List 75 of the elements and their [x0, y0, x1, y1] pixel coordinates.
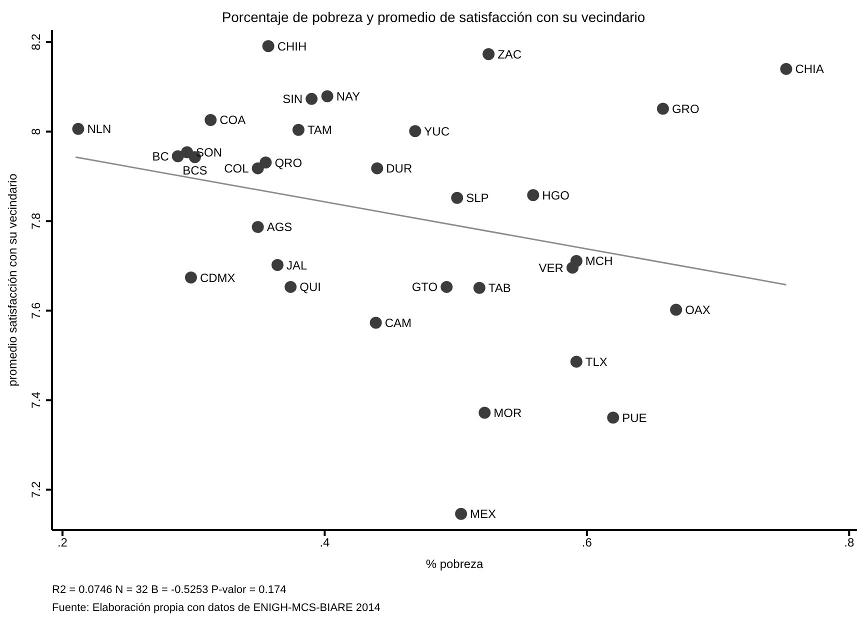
annotation: JAL: [286, 258, 308, 272]
point: [252, 162, 264, 174]
annotation: DUR: [386, 162, 412, 176]
annotation: MOR: [494, 406, 522, 420]
point: [409, 125, 422, 138]
point: [172, 150, 184, 162]
annotation: CDMX: [200, 270, 236, 285]
annotation: OAX: [685, 303, 710, 318]
annotation: TAM: [307, 123, 332, 138]
point: [284, 280, 297, 293]
annotation: NLN: [87, 122, 112, 136]
annotation: COL: [224, 162, 250, 176]
annotation: GTO: [412, 280, 438, 294]
annotation: CAM: [384, 316, 412, 330]
point: [455, 508, 468, 520]
x-tick-label: .4: [320, 536, 330, 550]
point: [451, 192, 464, 204]
x-tick-label: .8: [844, 536, 854, 550]
y-tick-label: 7.4: [29, 392, 43, 409]
annotation: ZAC: [498, 47, 522, 62]
point: [370, 316, 382, 329]
annotation: CHIH: [277, 39, 307, 54]
y-tick-label: 7.2: [29, 481, 43, 498]
x-tick-label: .6: [582, 536, 592, 550]
annotation: SON: [196, 145, 222, 160]
annotation: HGO: [542, 188, 570, 202]
annotation: COA: [220, 113, 246, 128]
source-note: Fuente: Elaboración propia con datos de ENIGH-MCS-BIARE 2014: [52, 602, 382, 614]
point: [260, 156, 272, 168]
annotation: SLP: [466, 191, 489, 206]
annotation: TAB: [488, 281, 511, 296]
annotation: MEX: [470, 507, 496, 522]
point: [72, 122, 84, 135]
point: [371, 162, 384, 174]
point: [670, 304, 682, 316]
point: [306, 92, 318, 105]
annotation: BC: [152, 149, 170, 164]
point: [292, 124, 304, 136]
x-axis-title: % pobreza: [426, 557, 484, 571]
chart-title: Porcentaje de pobreza y promedio de satisfacción con su vecindario: [220, 8, 646, 27]
point: [482, 48, 495, 60]
annotation: YUC: [424, 124, 450, 138]
text: R2 = 0.0746 N = 32 B = -0.5253 P-valor = 0.174: [52, 584, 288, 596]
annotation: PUE: [622, 410, 647, 425]
point: [780, 62, 792, 75]
point: [570, 356, 582, 368]
point: [656, 102, 669, 115]
annotation: GRO: [672, 102, 700, 116]
annotation: VER: [538, 260, 564, 275]
point: [566, 262, 578, 274]
annotation: NAY: [336, 90, 360, 104]
annotation: AGS: [266, 220, 292, 234]
x-tick-label: .2: [57, 536, 68, 550]
y-tick-label: 8.2: [29, 33, 43, 50]
y-tick-label: 7.6: [29, 302, 43, 320]
point: [262, 40, 274, 52]
point: [184, 272, 197, 284]
annotation: CHIA: [795, 62, 824, 76]
annotation: QRO: [274, 156, 302, 170]
point: [272, 259, 284, 272]
annotation: MCH: [585, 254, 613, 268]
point: [473, 282, 486, 294]
point: [204, 114, 217, 126]
y-tick-label: 8: [29, 128, 43, 135]
annotation: TLX: [585, 354, 608, 369]
annotation: SIN: [282, 92, 303, 106]
point: [607, 412, 620, 424]
point: [321, 90, 334, 102]
annotation: BCS: [182, 164, 208, 178]
y-tick-label: 7.8: [29, 212, 43, 230]
point: [252, 220, 264, 233]
point: [478, 406, 491, 419]
point: [440, 280, 453, 293]
annotation: QUI: [300, 280, 321, 294]
point: [527, 189, 540, 202]
